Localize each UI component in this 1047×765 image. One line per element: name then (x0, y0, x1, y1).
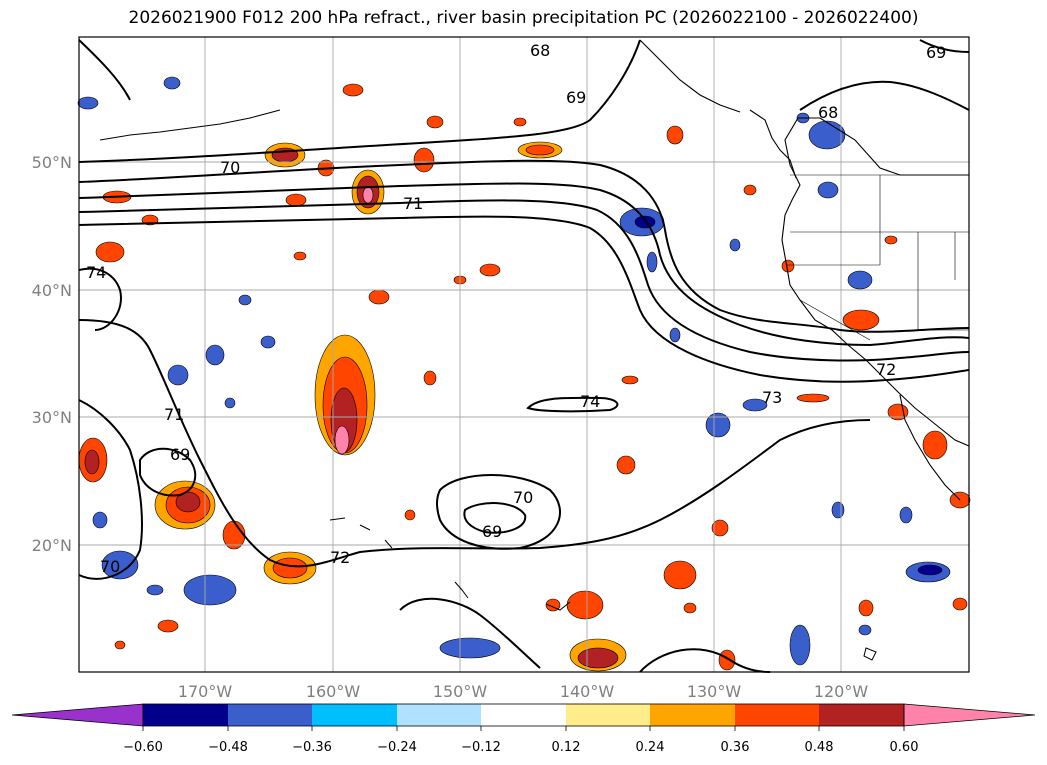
colorbar-tick-label: 0.48 (805, 740, 834, 755)
map-title: 2026021900 F012 200 hPa refract., river … (128, 8, 919, 28)
colorbar-tick-label: 0.12 (552, 740, 581, 755)
colorbar-segment (228, 704, 312, 726)
patch-pos-5 (78, 437, 108, 483)
patch-pos-1 (314, 334, 376, 456)
contour-label: 70 (220, 158, 240, 177)
contour-label: 69 (482, 522, 502, 541)
lon-label: 120°W (814, 682, 869, 701)
contour-label: 72 (330, 548, 350, 567)
patch-pos-3 (154, 480, 216, 530)
colorbar-tick-label: −0.12 (461, 740, 501, 755)
colorbar-segment (566, 704, 650, 726)
lon-label: 170°W (178, 682, 233, 701)
grid-lines (79, 37, 969, 672)
patch-pos-7 (569, 638, 627, 672)
colorbar-outline (142, 703, 905, 727)
colorbar-segment (819, 704, 904, 726)
colorbar-tick-labels: −0.60 −0.48 −0.36 −0.24 −0.12 0.12 0.24 … (123, 740, 918, 755)
colorbar-extend-high (903, 703, 1036, 727)
colorbar-tick-label: −0.24 (377, 740, 417, 755)
patch-pos-4 (264, 142, 306, 168)
colorbar-segment (397, 704, 481, 726)
contour-label: 68 (818, 103, 838, 122)
contour-label: 71 (403, 194, 423, 213)
contour-label: 69 (170, 445, 190, 464)
patch-pos-6 (263, 551, 317, 585)
colorbar-segment (143, 704, 228, 726)
colorbar-segment (312, 704, 397, 726)
lat-label: 50°N (32, 153, 72, 172)
colorbar-tick-label: −0.36 (292, 740, 332, 755)
longitude-labels: 170°W 160°W 150°W 140°W 130°W 120°W (178, 682, 869, 701)
lon-label: 130°W (687, 682, 742, 701)
latitude-labels: 50°N 40°N 30°N 20°N (32, 153, 72, 555)
colorbar-extend-low (11, 703, 144, 727)
contour-label: 69 (926, 43, 946, 62)
colorbar-segment (481, 704, 566, 726)
lon-label: 150°W (433, 682, 488, 701)
refractivity-contours (78, 39, 970, 673)
contour-label: 74 (580, 392, 600, 411)
lon-label: 160°W (306, 682, 361, 701)
colorbar: −0.60 −0.48 −0.36 −0.24 −0.12 0.12 0.24 … (11, 703, 1036, 755)
lat-label: 20°N (32, 536, 72, 555)
colorbar-segment (735, 704, 819, 726)
contour-label: 71 (164, 405, 184, 424)
lat-label: 40°N (32, 281, 72, 300)
coastlines (639, 39, 970, 501)
contour-label: 74 (86, 263, 106, 282)
positive-precip-patches (78, 83, 971, 672)
colorbar-tick-label: 0.24 (636, 740, 665, 755)
contour-label: 70 (100, 557, 120, 576)
contour-label: 68 (530, 41, 550, 60)
colorbar-tick-label: −0.48 (208, 740, 248, 755)
colorbar-tick-label: −0.60 (123, 740, 163, 755)
lat-label: 30°N (32, 408, 72, 427)
map-frame (78, 36, 970, 673)
contour-labels: 68 69 70 71 74 70 69 72 73 72 71 69 70 7… (86, 41, 946, 576)
contour-label: 72 (876, 360, 896, 379)
lon-label: 140°W (560, 682, 615, 701)
map-panel: 68 69 70 71 74 70 69 72 73 72 71 69 70 7… (77, 36, 971, 673)
patch-pos-2 (351, 169, 385, 215)
islands (99, 109, 877, 661)
contour-label: 69 (566, 88, 586, 107)
contour-label: 73 (762, 388, 782, 407)
colorbar-tick-label: 0.60 (890, 740, 919, 755)
colorbar-ticks (142, 726, 905, 731)
colorbar-segment (650, 704, 735, 726)
colorbar-tick-label: 0.36 (721, 740, 750, 755)
state-borders (786, 174, 969, 341)
contour-label: 70 (513, 488, 533, 507)
